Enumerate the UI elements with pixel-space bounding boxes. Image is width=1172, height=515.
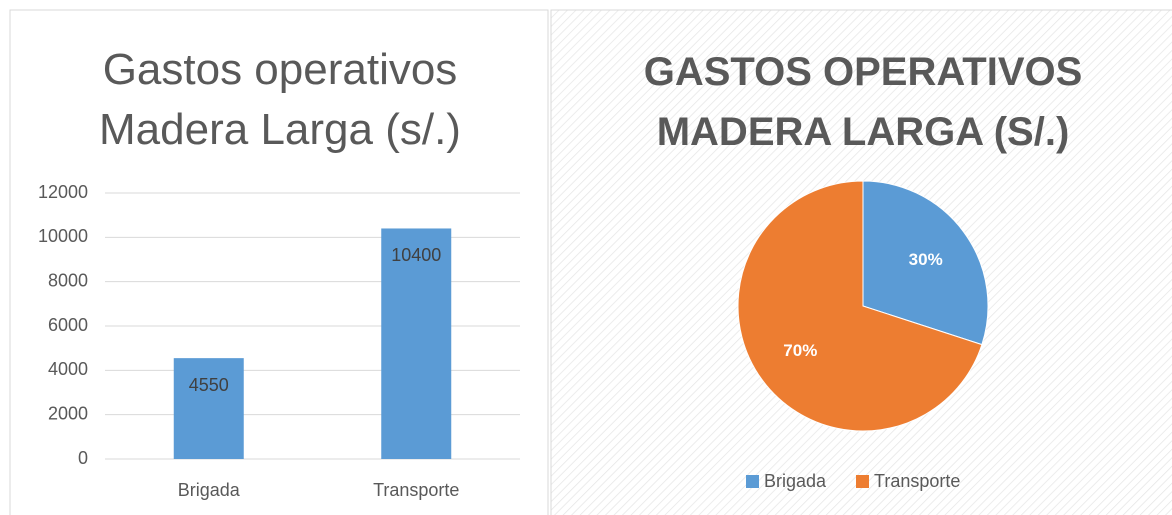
pie-slice <box>737 180 983 432</box>
left-panel <box>9 9 549 515</box>
bar <box>381 228 452 459</box>
pie-title: GASTOS OPERATIVOS MADERA LARGA (S/.) <box>643 50 1083 154</box>
y-tick-label: 0 <box>78 448 88 468</box>
data-label: 10400 <box>391 245 441 265</box>
y-tick-label: 6000 <box>48 315 88 335</box>
bar <box>173 358 244 459</box>
x-tick-label: Brigada <box>178 480 241 500</box>
y-tick-label: 10000 <box>38 226 88 246</box>
y-tick-label: 8000 <box>48 270 88 290</box>
data-label: 70% <box>783 341 817 360</box>
y-tick-label: 4000 <box>48 359 88 379</box>
legend-swatch <box>746 475 759 488</box>
data-label: 4550 <box>189 375 229 395</box>
y-tick-label: 12000 <box>38 182 88 202</box>
legend-label: Transporte <box>874 471 960 491</box>
x-tick-label: Transporte <box>373 480 459 500</box>
bar-title: Gastos operativos Madera Larga (s/.) <box>99 45 461 154</box>
data-label: 30% <box>909 250 943 269</box>
legend-swatch <box>856 475 869 488</box>
pie-slice <box>862 180 989 346</box>
legend-label: Brigada <box>764 471 827 491</box>
y-tick-label: 2000 <box>48 403 88 423</box>
